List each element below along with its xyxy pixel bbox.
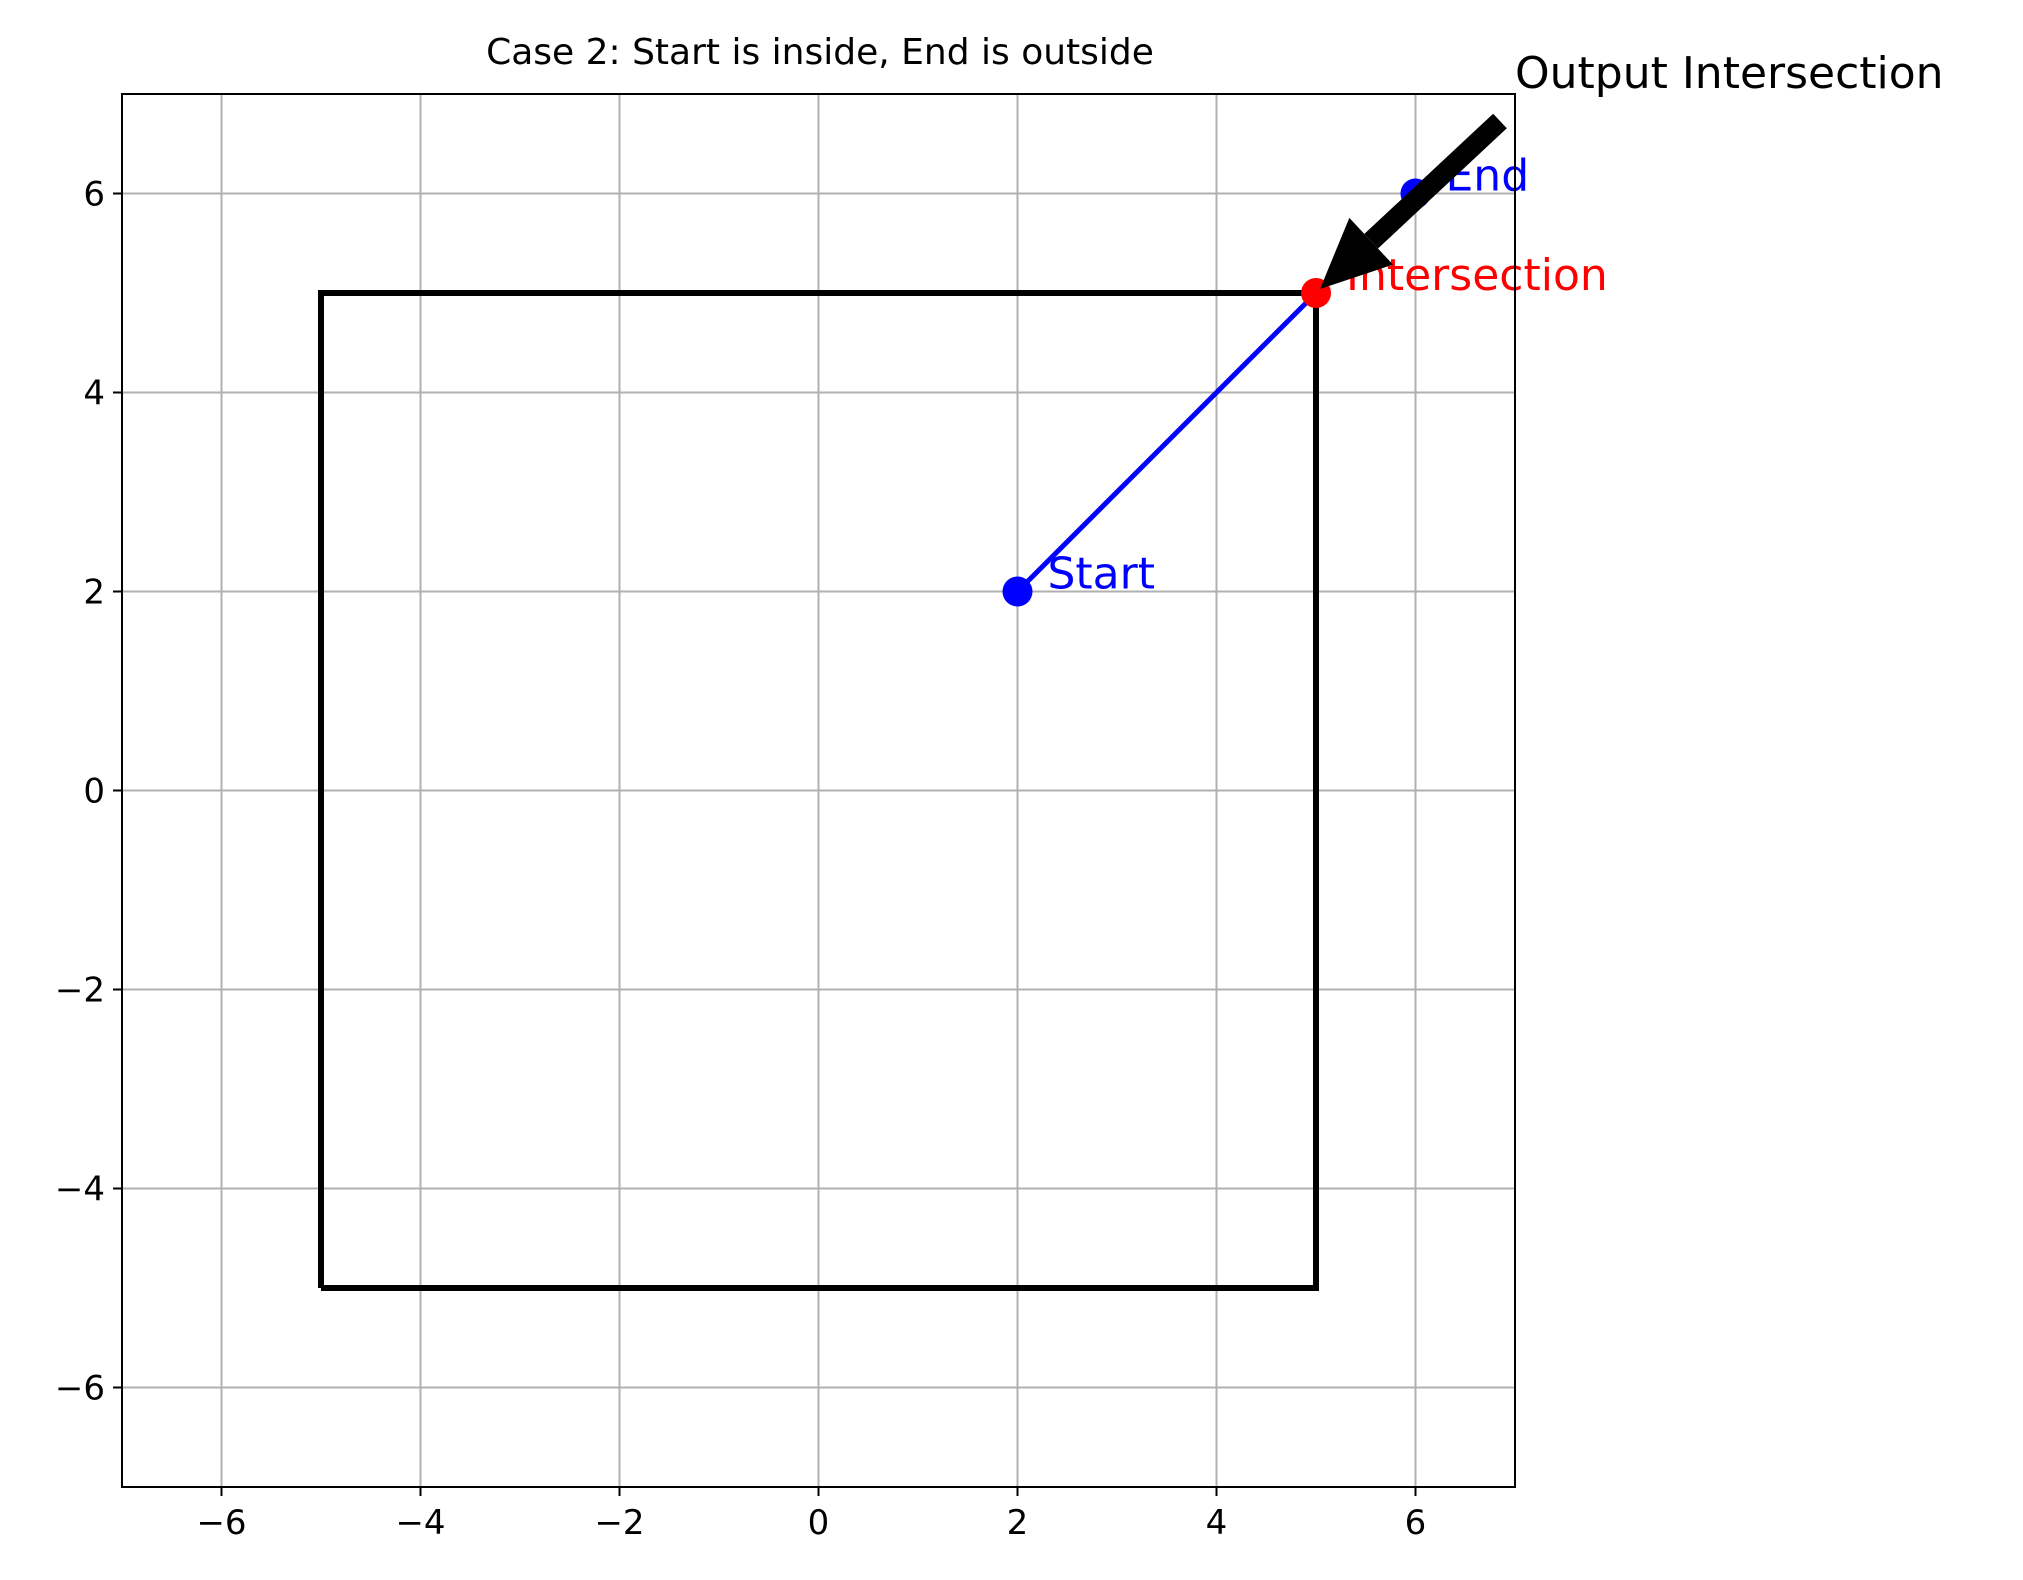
x-tick-label: 6: [1405, 1503, 1427, 1543]
y-tick-label: −2: [55, 971, 105, 1011]
start-point: [1002, 576, 1033, 607]
y-tick-label: −6: [55, 1369, 105, 1409]
annotation-layer: Output Intersection: [1320, 48, 1944, 289]
annotation-arrow-head: [1320, 217, 1394, 289]
y-tick-label: 0: [83, 772, 105, 812]
y-tick-label: 6: [83, 175, 105, 215]
x-tick-label: 4: [1206, 1503, 1228, 1543]
chart-title: Case 2: Start is inside, End is outside: [486, 32, 1154, 73]
y-tick-label: 4: [83, 374, 105, 414]
x-tick-label: −4: [395, 1503, 445, 1543]
y-tick-label: −4: [55, 1170, 105, 1210]
start-label: Start: [1048, 549, 1156, 600]
axis-ticks: −6 −4 −2 0 2 4 6 −6 −4 −2 0 2 4 6: [55, 175, 1426, 1544]
annotation-text: Output Intersection: [1515, 48, 1944, 99]
annotation-arrow-shaft: [1364, 113, 1507, 249]
x-tick-label: 2: [1007, 1503, 1029, 1543]
grid-lines: [122, 94, 1515, 1487]
x-tick-label: 0: [808, 1503, 830, 1543]
x-tick-label: −6: [196, 1503, 246, 1543]
y-tick-label: 2: [83, 573, 105, 613]
axes-frame: [121, 93, 1516, 1488]
x-tick-label: −2: [594, 1503, 644, 1543]
intersection-label: Intersection: [1346, 250, 1608, 301]
clipped-segment: [1015, 291, 1318, 594]
